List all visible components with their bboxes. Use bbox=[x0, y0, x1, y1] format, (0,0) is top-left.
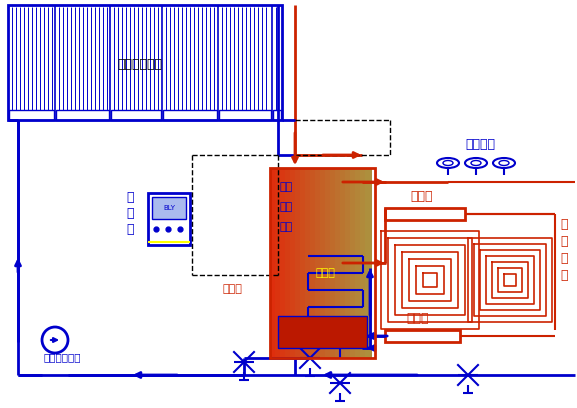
Bar bbox=[320, 168, 327, 358]
Text: BLY: BLY bbox=[163, 205, 175, 211]
Bar bbox=[295, 168, 302, 358]
Bar bbox=[365, 168, 372, 358]
Text: 地: 地 bbox=[560, 218, 568, 231]
Text: 采: 采 bbox=[560, 252, 568, 265]
Bar bbox=[290, 168, 297, 358]
Text: 板: 板 bbox=[560, 235, 568, 248]
Bar bbox=[273, 110, 281, 120]
Text: 箱: 箱 bbox=[126, 223, 134, 236]
Bar bbox=[315, 168, 322, 358]
Bar bbox=[340, 168, 347, 358]
Bar bbox=[285, 168, 292, 358]
Bar bbox=[385, 208, 465, 220]
Bar bbox=[278, 316, 367, 348]
Text: 承壓: 承壓 bbox=[279, 202, 293, 212]
Bar bbox=[310, 168, 317, 358]
Bar bbox=[305, 168, 312, 358]
Bar bbox=[111, 110, 161, 120]
Bar bbox=[270, 168, 277, 358]
Text: 控: 控 bbox=[126, 191, 134, 204]
Bar bbox=[9, 110, 54, 120]
Bar bbox=[152, 197, 186, 219]
Bar bbox=[219, 110, 271, 120]
Bar bbox=[350, 168, 357, 358]
Bar bbox=[275, 168, 282, 358]
Text: 保溫: 保溫 bbox=[279, 182, 293, 192]
Bar bbox=[300, 168, 307, 358]
Bar bbox=[330, 168, 337, 358]
Bar bbox=[325, 168, 332, 358]
Bar bbox=[56, 110, 109, 120]
Bar bbox=[355, 168, 362, 358]
Bar bbox=[335, 168, 342, 358]
Bar bbox=[270, 168, 375, 358]
Bar bbox=[8, 5, 282, 120]
Text: 暖: 暖 bbox=[560, 269, 568, 282]
Text: 生活用水: 生活用水 bbox=[465, 138, 495, 151]
Text: 分水器: 分水器 bbox=[411, 190, 433, 203]
Text: 制: 制 bbox=[126, 207, 134, 220]
Bar bbox=[163, 110, 217, 120]
Bar bbox=[148, 193, 190, 245]
Bar bbox=[345, 168, 352, 358]
Bar bbox=[385, 330, 460, 342]
Text: 熱交換: 熱交換 bbox=[315, 268, 335, 278]
Text: 太陽能集熱器: 太陽能集熱器 bbox=[118, 58, 163, 71]
Text: 加熱器: 加熱器 bbox=[222, 284, 242, 294]
Text: 水箱: 水箱 bbox=[279, 222, 293, 232]
Bar bbox=[360, 168, 367, 358]
Bar bbox=[280, 168, 287, 358]
Text: 分水器: 分水器 bbox=[407, 312, 429, 325]
Text: 太陽能循環泵: 太陽能循環泵 bbox=[43, 352, 81, 362]
